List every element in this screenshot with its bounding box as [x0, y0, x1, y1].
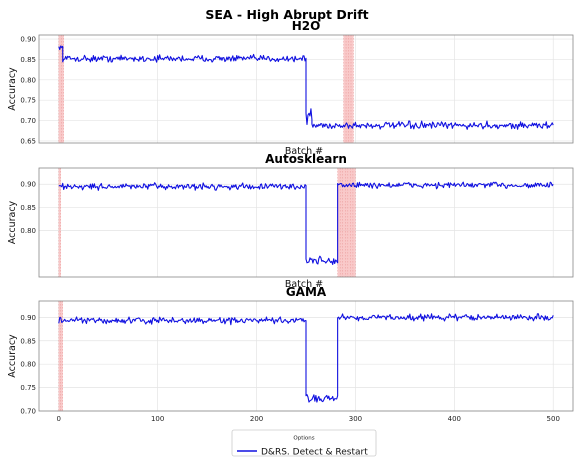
drift-detection-band [58, 168, 61, 277]
y-tick-label: 0.90 [20, 314, 36, 322]
y-tick-label: 0.85 [20, 204, 36, 212]
series-line [58, 313, 554, 403]
figure-title: SEA - High Abrupt Drift [205, 7, 368, 22]
panel-title: H2O [292, 19, 321, 33]
panel-title: GAMA [286, 285, 327, 299]
x-tick-label: 500 [547, 415, 560, 423]
y-tick-label: 0.70 [20, 408, 36, 416]
legend: Options D&RS. Detect & Restart [231, 429, 377, 458]
series-line [58, 45, 554, 130]
chart-panels: H2O 0.65 0.70 0.75 0.80 0.85 0.90 Batch # Accura… [7, 19, 574, 443]
x-tick-label: 0 [57, 415, 61, 423]
x-tick-label: 400 [448, 415, 461, 423]
y-tick-label: 0.75 [20, 384, 36, 392]
drift-detection-band [337, 168, 356, 277]
x-tick-label: 300 [349, 415, 362, 423]
axes-frame [38, 300, 574, 412]
legend-entry-label: D&RS. Detect & Restart [261, 448, 368, 458]
panel-title: Autosklearn [265, 152, 347, 166]
y-tick-label: 0.80 [20, 361, 36, 369]
x-tick-label: 100 [151, 415, 164, 423]
x-axis-label: Batch # [285, 146, 323, 157]
legend-box [231, 429, 377, 457]
y-tick-label: 0.85 [20, 337, 36, 345]
panel-gama: GAMA 0.70 0.75 0.80 0.85 0.90 0 100 200 300 400 500… [7, 285, 574, 443]
x-axis-label: Batch # [285, 279, 323, 290]
y-axis-label: Accuracy [7, 200, 18, 244]
y-tick-label: 0.80 [20, 76, 36, 84]
y-axis-label: Accuracy [7, 67, 18, 111]
y-axis-label: Accuracy [7, 334, 18, 378]
axes-frame [38, 167, 574, 278]
y-tick-label: 0.75 [20, 97, 36, 105]
series-line [58, 181, 554, 266]
y-tick-label: 0.90 [20, 181, 36, 189]
y-tick-label: 0.80 [20, 227, 36, 235]
x-tick-label: 200 [250, 415, 263, 423]
panel-autosklearn: Autosklearn 0.80 0.85 0.90 Batch # Accuracy [7, 152, 574, 290]
y-tick-label: 0.65 [20, 137, 36, 145]
panel-h2o: H2O 0.65 0.70 0.75 0.80 0.85 0.90 Batch # Accura… [7, 19, 574, 157]
legend-title: Options [293, 436, 314, 442]
y-tick-label: 0.90 [20, 36, 36, 44]
axes-frame [38, 34, 574, 144]
y-tick-label: 0.70 [20, 117, 36, 125]
y-tick-label: 0.85 [20, 56, 36, 64]
